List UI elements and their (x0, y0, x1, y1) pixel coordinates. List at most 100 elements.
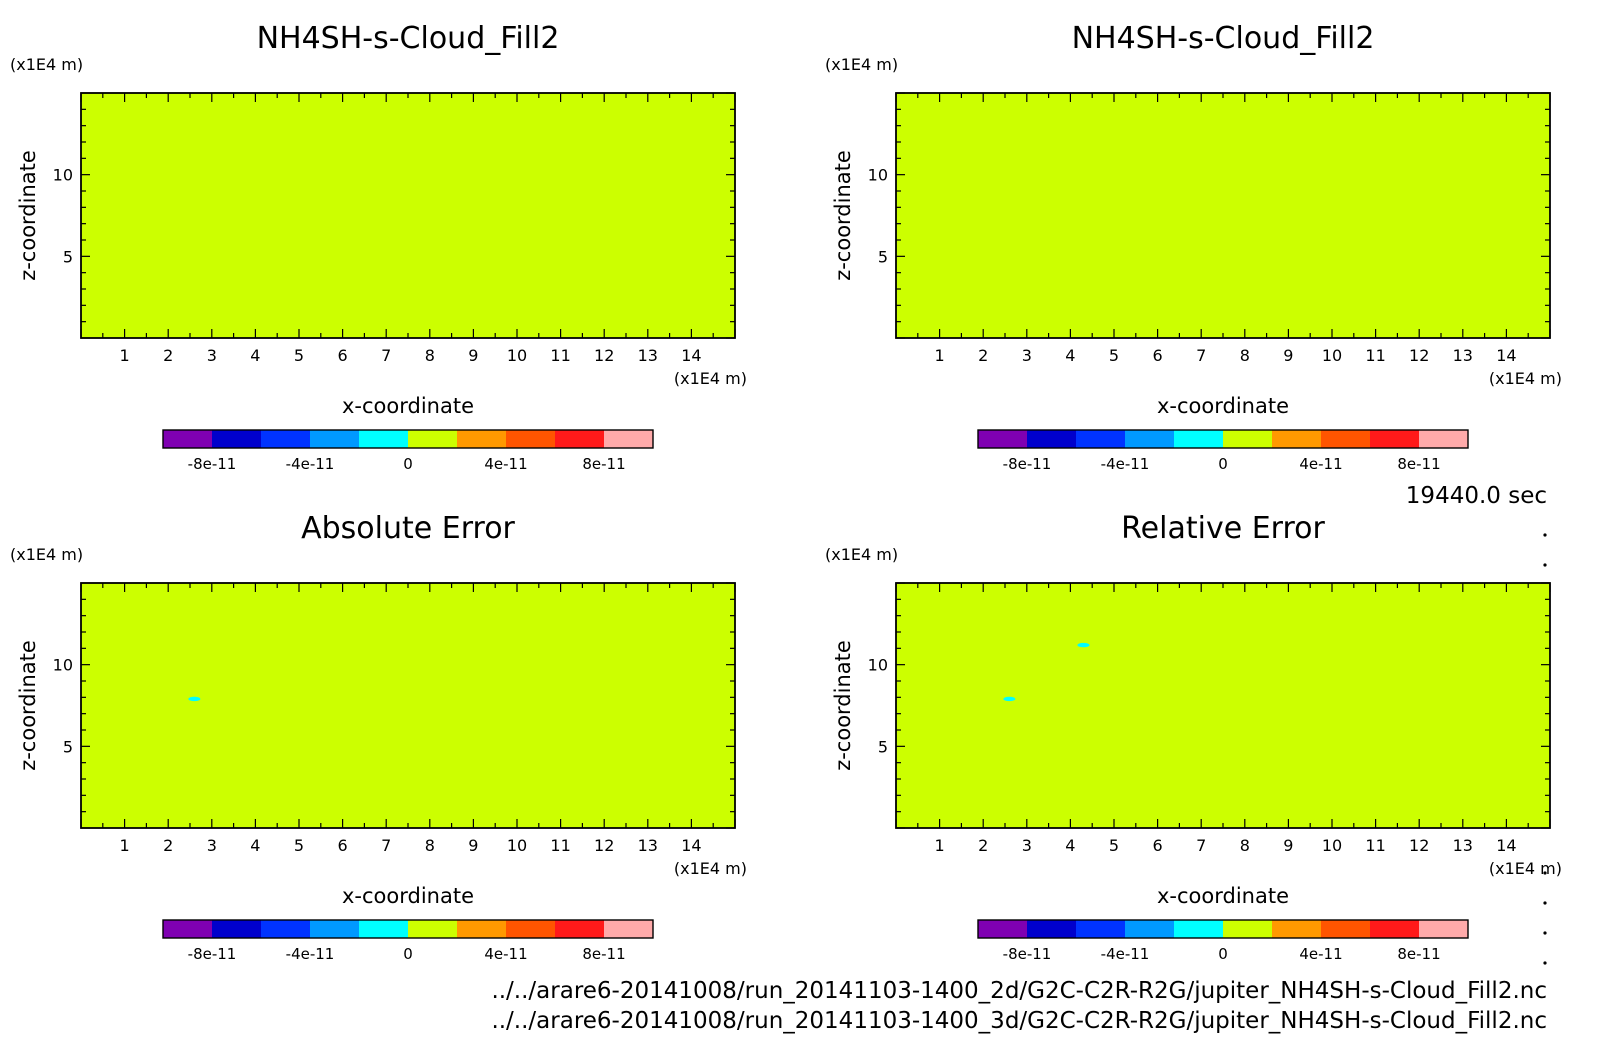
x-tick-label: 7 (1196, 346, 1206, 365)
colorbar-segment (1419, 430, 1469, 448)
x-tick-label: 9 (468, 836, 478, 855)
colorbar-tick-label: -8e-11 (1003, 455, 1052, 473)
colorbar-segment (555, 920, 605, 938)
colorbar-segment (212, 920, 262, 938)
x-tick-label: 6 (1153, 346, 1163, 365)
colorbar-tick-label: -8e-11 (1003, 945, 1052, 963)
colorbar-segment (506, 920, 556, 938)
y-tick-label: 10 (53, 656, 73, 675)
colorbar-tick-label: 4e-11 (1299, 945, 1342, 963)
x-tick-label: 9 (1283, 836, 1293, 855)
x-tick-label: 3 (1022, 346, 1032, 365)
colorbar-tick-label: -4e-11 (1101, 945, 1150, 963)
x-tick-label: 2 (163, 836, 173, 855)
colorbar-segment (163, 920, 213, 938)
x-axis-label: x-coordinate (342, 394, 474, 418)
colorbar-segment (1174, 920, 1224, 938)
colorbar-tick-label: 8e-11 (1397, 455, 1440, 473)
margin-dot (1543, 871, 1547, 875)
colorbar-segment (1321, 430, 1371, 448)
heatmap-spot (1077, 642, 1090, 648)
y-tick-label: 10 (53, 166, 73, 185)
x-tick-label: 4 (250, 346, 260, 365)
x-unit-label: (x1E4 m) (1489, 859, 1562, 878)
x-tick-label: 6 (338, 836, 348, 855)
chart-title: NH4SH-s-Cloud_Fill2 (257, 21, 560, 56)
y-unit-label: (x1E4 m) (825, 55, 898, 74)
colorbar-tick-label: 0 (1218, 455, 1228, 473)
colorbar-tick-label: -4e-11 (1101, 455, 1150, 473)
x-tick-label: 10 (507, 836, 527, 855)
colorbar-segment (408, 430, 458, 448)
x-tick-label: 7 (381, 836, 391, 855)
colorbar-tick-label: -8e-11 (188, 945, 237, 963)
chart-title: NH4SH-s-Cloud_Fill2 (1072, 21, 1375, 56)
colorbar-segment (310, 920, 360, 938)
colorbar-segment (1125, 920, 1175, 938)
heatmap-field (81, 583, 735, 828)
colorbar-segment (1223, 430, 1273, 448)
source-file-1: ../../arare6-20141008/run_20141103-1400_… (491, 978, 1547, 1004)
colorbar-tick-label: 8e-11 (582, 945, 625, 963)
colorbar: -8e-11 -4e-11 0 4e-11 8e-11 (977, 429, 1469, 473)
heatmap-field (896, 93, 1550, 338)
colorbar-segment (506, 430, 556, 448)
x-tick-label: 12 (1409, 346, 1429, 365)
y-tick-label: 10 (868, 656, 888, 675)
x-tick-label: 2 (978, 346, 988, 365)
x-tick-label: 9 (468, 346, 478, 365)
colorbar-tick-label: 4e-11 (484, 455, 527, 473)
x-tick-label: 5 (294, 346, 304, 365)
colorbar-tick-label: 0 (403, 455, 413, 473)
x-tick-label: 2 (978, 836, 988, 855)
colorbar-segment (1223, 920, 1273, 938)
colorbar-frame (162, 429, 654, 449)
y-axis-label: z-coordinate (16, 150, 40, 281)
x-tick-label: 2 (163, 346, 173, 365)
colorbar-segment (1321, 920, 1371, 938)
colorbar-segment (978, 430, 1028, 448)
chart-panel-3: Absolute Error(x1E4 m)1 2 3 4 5 6 7 8 9 10 11 12 13 1… (10, 511, 747, 963)
x-tick-label: 10 (1322, 836, 1342, 855)
y-tick-label: 10 (868, 166, 888, 185)
heatmap-spot (188, 696, 201, 702)
colorbar-segment (261, 430, 311, 448)
colorbar-segment (408, 920, 458, 938)
margin-dot (1543, 563, 1547, 567)
heatmap-spot (1003, 696, 1016, 702)
time-label: 19440.0 sec (1406, 483, 1547, 509)
colorbar-segment (1370, 430, 1420, 448)
colorbar-tick-label: 4e-11 (484, 945, 527, 963)
colorbar-tick-label: 4e-11 (1299, 455, 1342, 473)
colorbar-segment (212, 430, 262, 448)
colorbar-segment (1272, 430, 1322, 448)
y-tick-label: 5 (878, 737, 888, 756)
colorbar-tick-label: 0 (1218, 945, 1228, 963)
colorbar-segment (604, 430, 654, 448)
colorbar-segment (604, 920, 654, 938)
x-tick-label: 12 (1409, 836, 1429, 855)
colorbar-segment (1370, 920, 1420, 938)
x-axis-label: x-coordinate (1157, 884, 1289, 908)
colorbar-segment (1272, 920, 1322, 938)
margin-dots (1543, 533, 1547, 965)
x-tick-label: 11 (550, 346, 570, 365)
y-axis-label: z-coordinate (831, 150, 855, 281)
y-unit-label: (x1E4 m) (10, 545, 83, 564)
x-tick-label: 13 (1453, 836, 1473, 855)
x-tick-label: 5 (1109, 346, 1119, 365)
x-tick-label: 6 (1153, 836, 1163, 855)
colorbar-segment (457, 430, 507, 448)
chart-panel-2: NH4SH-s-Cloud_Fill2(x1E4 m)1 2 3 4 5 6 7 8 9 10 11… (825, 21, 1562, 473)
x-tick-label: 1 (120, 836, 130, 855)
colorbar: -8e-11 -4e-11 0 4e-11 8e-11 (977, 919, 1469, 963)
x-tick-label: 8 (425, 346, 435, 365)
colorbar-segment (1419, 920, 1469, 938)
x-tick-label: 10 (1322, 346, 1342, 365)
colorbar-segment (1027, 920, 1077, 938)
colorbar: -8e-11 -4e-11 0 4e-11 8e-11 (162, 919, 654, 963)
colorbar-segment (1027, 430, 1077, 448)
colorbar-tick-label: 8e-11 (1397, 945, 1440, 963)
colorbar-tick-label: 0 (403, 945, 413, 963)
